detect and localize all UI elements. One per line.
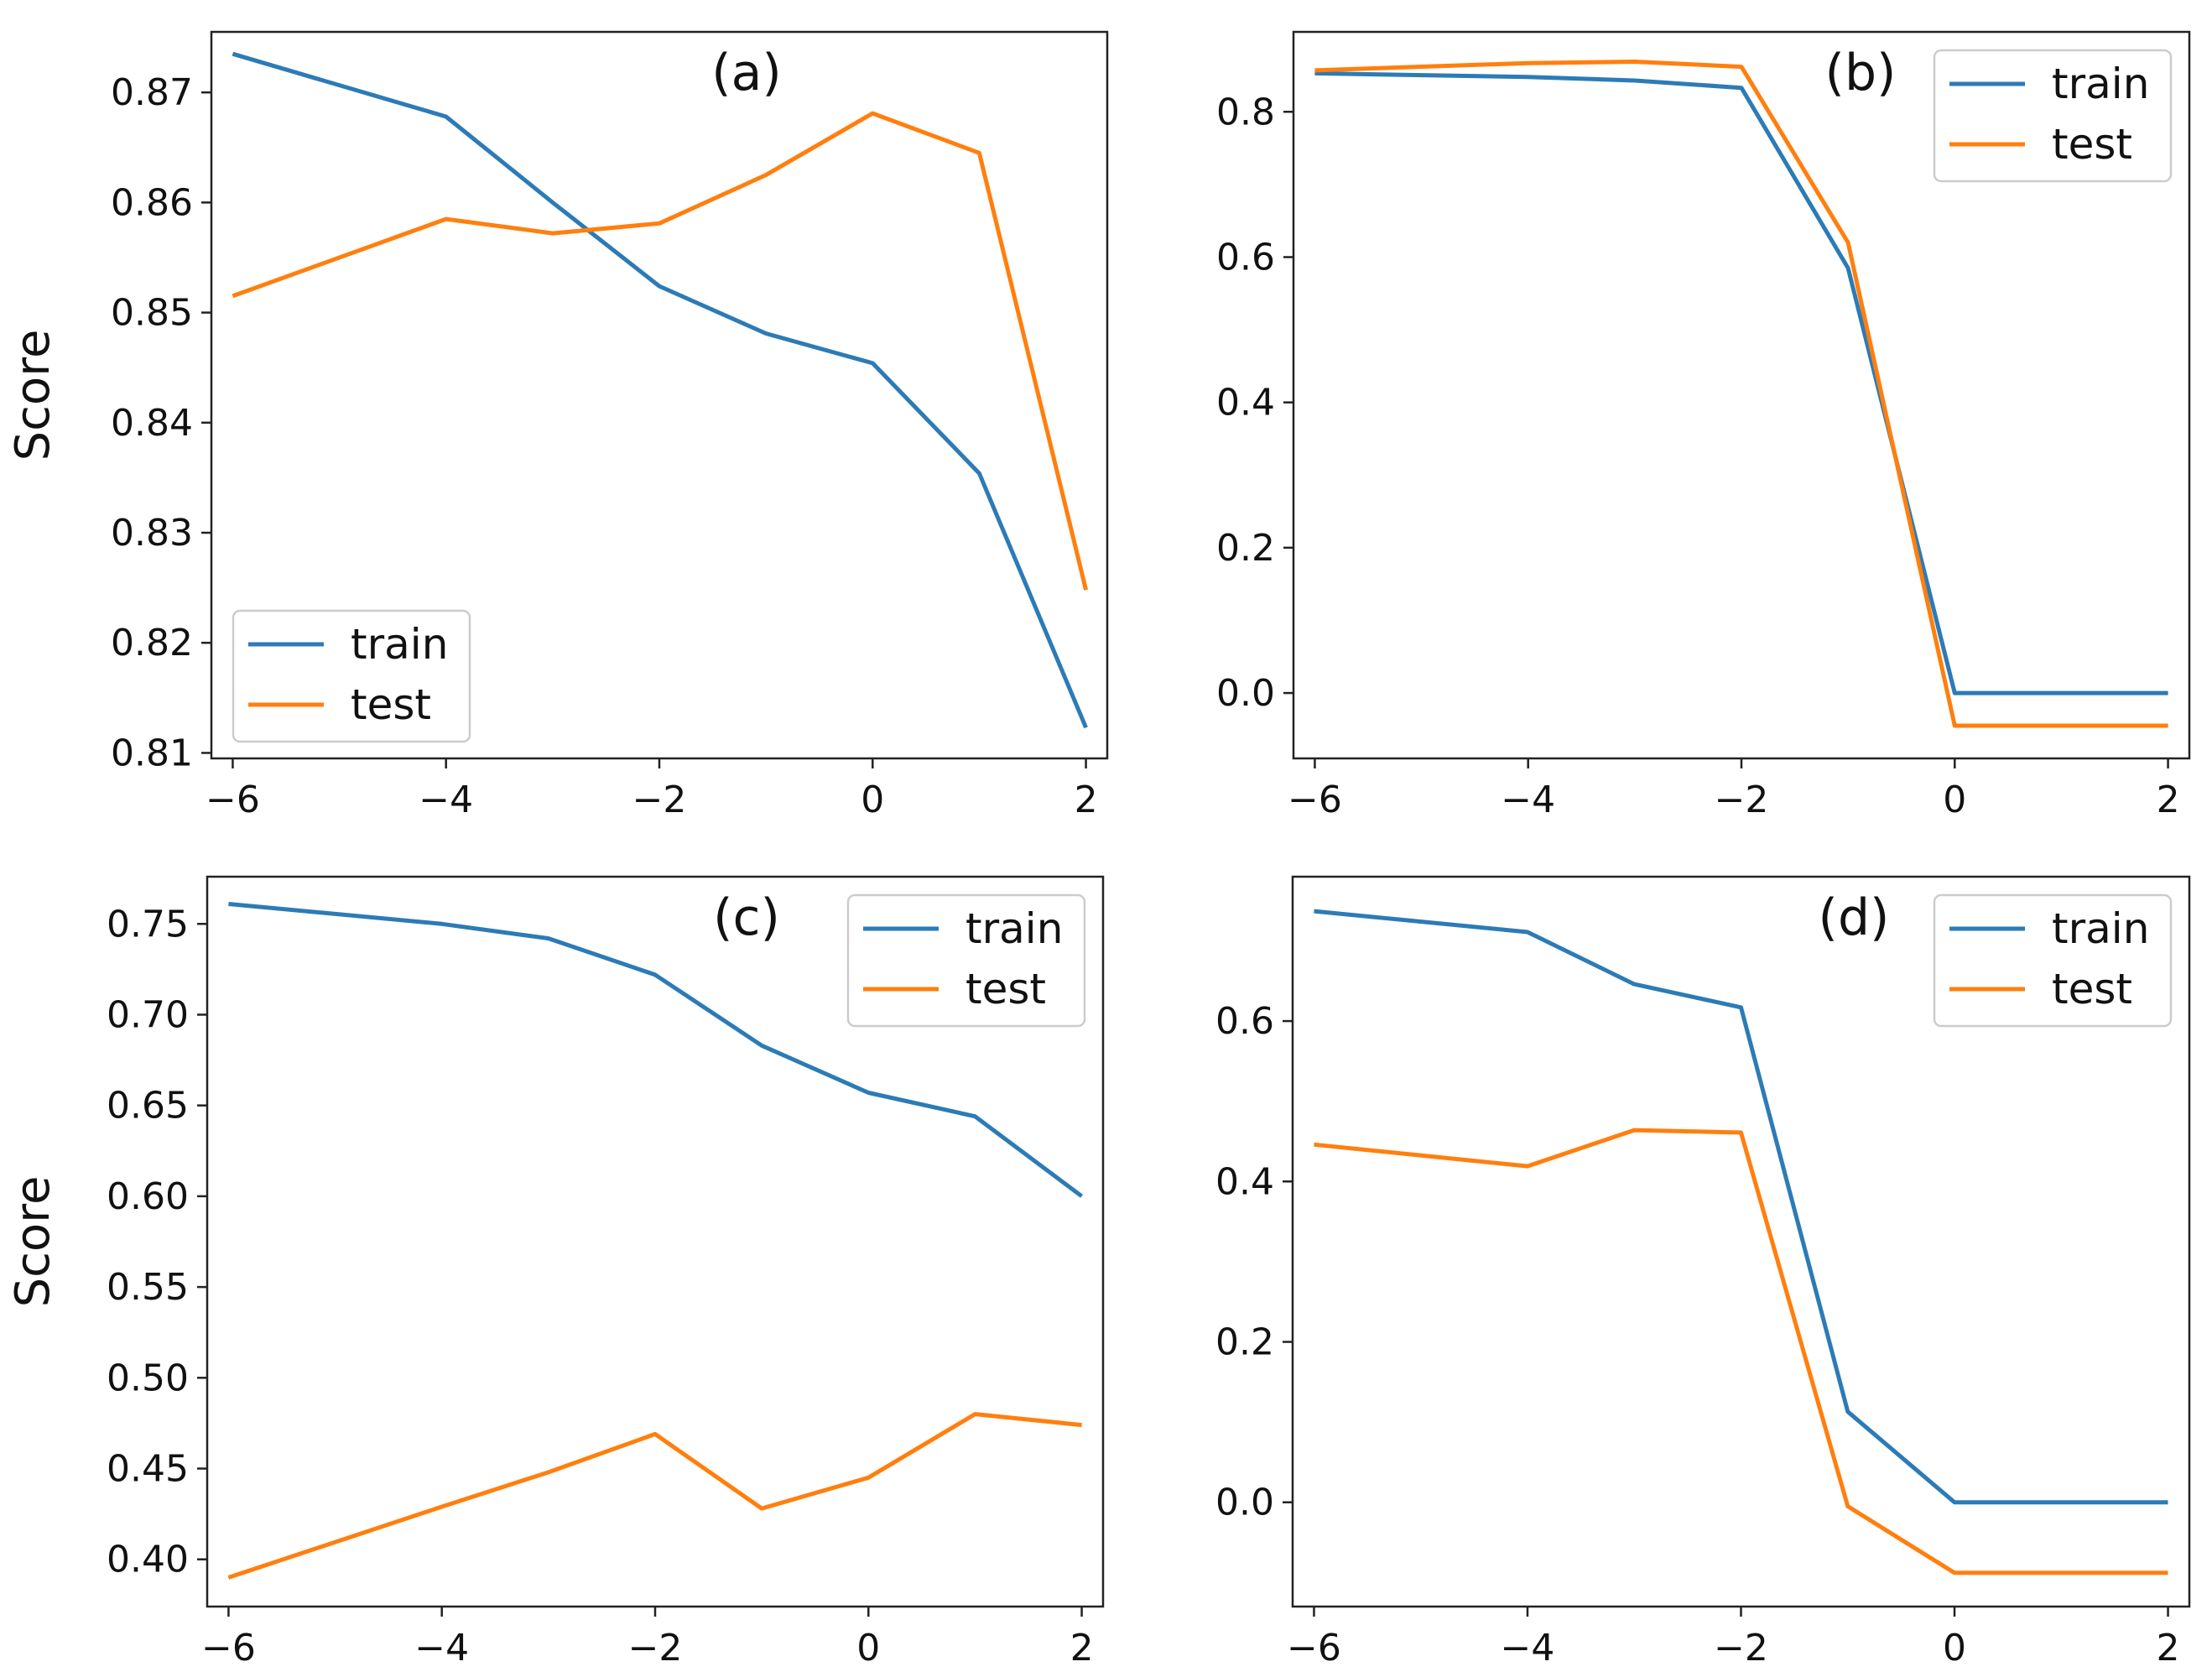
x-tick-label: −6 — [201, 1627, 256, 1669]
y-tick-label: 0.50 — [107, 1357, 189, 1399]
y-tick-label: 0.45 — [107, 1448, 189, 1491]
y-tick-label: 0.81 — [111, 732, 193, 774]
y-tick-label: 0.85 — [111, 292, 193, 335]
x-tick-label: −2 — [1714, 1627, 1768, 1669]
y-tick-label: 0.0 — [1216, 672, 1275, 715]
y-tick-label: 0.60 — [107, 1175, 189, 1218]
chart-panel-c: −6 −4 −2 0 2 0.40 0.45 0.50 0.55 0.60 0.65 0.70 0.75… — [6, 875, 1105, 1669]
series-line-train-b — [1314, 70, 2168, 695]
x-tick-label: 0 — [1943, 1627, 1966, 1669]
series-line-test-d — [1314, 1128, 2168, 1576]
legend-c: train test — [846, 893, 1086, 1028]
legend-label-train: train — [2052, 60, 2149, 108]
x-tick-label: −4 — [1501, 779, 1555, 821]
chart-panel-d: −6 −4 −2 0 2 0.0 0.2 0.4 0.6 (d) train test — [1215, 875, 2191, 1669]
y-tick-label: 0.4 — [1216, 382, 1275, 425]
x-tick-label: −6 — [1287, 1627, 1341, 1669]
series-line-test-c — [227, 1412, 1082, 1580]
chart-panel-b: −6 −4 −2 0 2 0.0 0.2 0.4 0.6 0.8 (b) train test — [1216, 30, 2191, 821]
y-tick-label: 0.82 — [111, 622, 193, 664]
legend-d: train test — [1933, 893, 2173, 1028]
x-tick-label: 2 — [2157, 1627, 2180, 1669]
y-tick-label: 0.55 — [107, 1266, 189, 1309]
x-tick-label: 0 — [1943, 779, 1966, 821]
x-tick-label: −2 — [628, 1627, 683, 1669]
legend-label-test: test — [2052, 965, 2132, 1013]
y-tick-label: 0.0 — [1215, 1482, 1274, 1524]
y-tick-label: 0.84 — [111, 402, 193, 445]
legend-b: train test — [1933, 49, 2173, 183]
y-tick-label: 0.83 — [111, 512, 193, 555]
series-line-train-a — [232, 51, 1088, 729]
series-line-train-d — [1314, 909, 2168, 1505]
panel-label-a: (a) — [711, 44, 782, 102]
y-tick-label: 0.86 — [111, 181, 193, 224]
y-tick-label: 0.4 — [1215, 1160, 1274, 1203]
legend-a: train test — [232, 609, 471, 743]
x-tick-label: 0 — [861, 779, 884, 821]
series-line-train-c — [228, 902, 1084, 1198]
x-tick-label: 0 — [856, 1627, 880, 1669]
y-axis-label: Score — [6, 330, 60, 461]
x-tick-label: −4 — [414, 1627, 469, 1669]
x-tick-label: −4 — [419, 779, 473, 821]
x-tick-label: −6 — [1288, 779, 1342, 821]
y-tick-label: 0.40 — [107, 1539, 189, 1581]
legend-label-test: test — [965, 965, 1046, 1013]
legend-label-train: train — [965, 904, 1063, 953]
y-tick-label: 0.2 — [1216, 527, 1275, 570]
chart-panel-a: −6 −4 −2 0 2 0.81 0.82 0.83 0.84 0.85 0.86 0.87 Scor… — [6, 30, 1109, 821]
x-tick-label: 2 — [1075, 779, 1098, 821]
series-line-test-a — [232, 111, 1089, 591]
y-tick-label: 0.2 — [1215, 1321, 1274, 1364]
panel-label-d: (d) — [1819, 888, 1890, 947]
y-axis-label: Score — [6, 1176, 60, 1308]
y-tick-label: 0.8 — [1216, 91, 1275, 133]
y-tick-label: 0.75 — [107, 903, 189, 945]
legend-label-test: test — [2052, 120, 2132, 169]
y-tick-label: 0.70 — [107, 993, 189, 1036]
x-tick-label: −2 — [1715, 779, 1769, 821]
x-tick-label: −2 — [632, 779, 687, 821]
x-tick-label: 2 — [2157, 779, 2180, 821]
y-tick-label: 0.87 — [111, 71, 193, 114]
legend-label-test: test — [351, 680, 431, 729]
y-tick-label: 0.6 — [1215, 1000, 1274, 1043]
panel-label-b: (b) — [1825, 44, 1897, 102]
legend-label-train: train — [2052, 904, 2149, 953]
series-line-test-b — [1314, 60, 2168, 728]
y-tick-label: 0.65 — [107, 1085, 189, 1128]
legend-label-train: train — [351, 620, 448, 669]
panel-label-c: (c) — [713, 888, 780, 947]
x-tick-label: −6 — [206, 779, 260, 821]
x-tick-label: 2 — [1070, 1627, 1094, 1669]
y-tick-label: 0.6 — [1216, 236, 1275, 279]
x-tick-label: −4 — [1501, 1627, 1555, 1669]
